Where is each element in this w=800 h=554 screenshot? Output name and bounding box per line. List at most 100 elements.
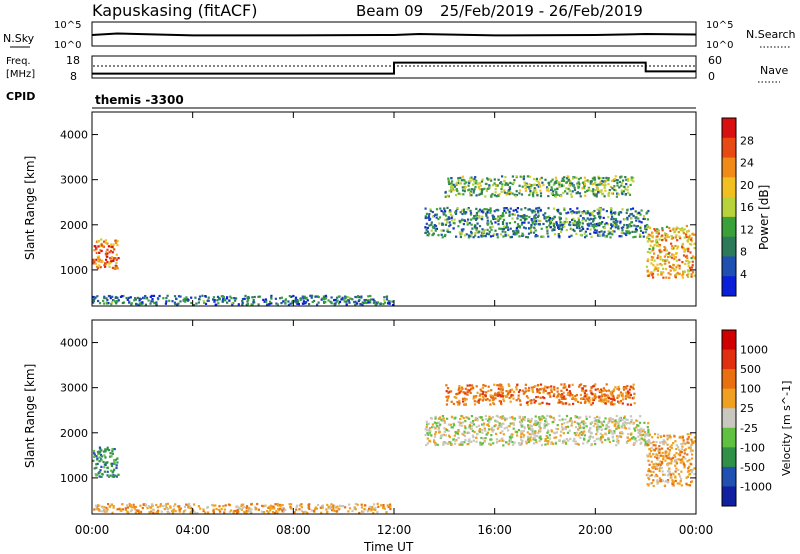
echo-cell <box>523 427 526 430</box>
echo-cell <box>424 217 427 220</box>
echo-cell <box>651 436 654 439</box>
echo-cell <box>512 422 516 425</box>
echo-cell <box>135 302 138 305</box>
echo-cell <box>275 510 278 513</box>
echo-cell <box>272 505 275 508</box>
echo-cell <box>462 208 466 211</box>
echo-cell <box>195 302 198 305</box>
echo-cell <box>574 434 577 437</box>
echo-cell <box>577 178 581 181</box>
echo-cell <box>635 225 638 228</box>
echo-cell <box>687 436 690 439</box>
echo-cell <box>94 262 98 265</box>
echo-cell <box>461 189 465 192</box>
echo-cell <box>635 440 638 443</box>
echo-cell <box>560 389 563 392</box>
echo-cell <box>620 430 623 434</box>
echo-cell <box>444 214 448 217</box>
echo-cell <box>689 445 692 448</box>
echo-cell <box>354 502 357 505</box>
echo-cell <box>478 428 481 431</box>
echo-cell <box>499 416 503 419</box>
echo-cell <box>290 295 293 298</box>
echo-cell <box>571 396 575 399</box>
echo-cell <box>620 231 623 234</box>
echo-cell <box>528 215 531 219</box>
echo-cell <box>294 298 297 301</box>
colorbar-segment <box>722 330 736 351</box>
echo-cell <box>446 194 449 197</box>
echo-cell <box>476 183 479 186</box>
echo-cell <box>296 504 299 507</box>
echo-cell <box>528 193 531 197</box>
echo-cell <box>510 388 514 391</box>
echo-cell <box>581 226 584 229</box>
echo-cell <box>534 415 537 418</box>
echo-cell <box>333 505 336 508</box>
echo-cell <box>230 297 233 300</box>
echo-cell <box>623 425 626 428</box>
echo-cell <box>548 393 551 396</box>
echo-cell <box>556 193 559 196</box>
echo-cell <box>573 188 577 192</box>
echo-cell <box>141 506 144 510</box>
echo-cell <box>293 511 296 514</box>
echo-cell <box>501 185 504 189</box>
echo-region <box>645 432 696 488</box>
echo-cell <box>588 224 591 227</box>
echo-cell <box>445 403 448 406</box>
echo-cell <box>452 438 455 441</box>
echo-cell <box>302 297 305 300</box>
echo-cell <box>257 295 260 298</box>
echo-cell <box>545 186 549 189</box>
echo-cell <box>457 429 460 432</box>
echo-cell <box>538 391 541 394</box>
echo-cell <box>593 419 596 422</box>
echo-cell <box>662 238 665 241</box>
echo-cell <box>558 227 561 230</box>
echo-cell <box>602 208 605 211</box>
echo-cell <box>271 507 274 510</box>
echo-cell <box>493 383 496 386</box>
echo-cell <box>387 505 390 509</box>
echo-cell <box>458 430 461 433</box>
echo-cell <box>607 191 610 195</box>
echo-cell <box>667 454 670 457</box>
echo-cell <box>686 475 689 478</box>
echo-cell <box>103 240 106 243</box>
echo-cell <box>446 387 450 390</box>
echo-cell <box>505 182 508 185</box>
echo-cell <box>528 433 531 436</box>
y-tick-label: 3000 <box>60 174 88 187</box>
echo-cell <box>568 429 571 432</box>
echo-cell <box>608 440 611 444</box>
echo-cell <box>646 259 649 263</box>
echo-cell <box>553 182 556 185</box>
echo-cell <box>521 185 524 188</box>
echo-cell <box>100 249 103 253</box>
echo-cell <box>250 508 253 511</box>
echo-cell <box>465 181 468 184</box>
echo-cell <box>336 296 339 299</box>
echo-cell <box>489 394 492 397</box>
echo-cell <box>571 383 574 386</box>
noise-tick-right-top: 10^5 <box>706 20 733 31</box>
echo-cell <box>604 223 607 226</box>
echo-cell <box>581 432 585 435</box>
echo-cell <box>600 388 603 391</box>
echo-cell <box>479 188 482 191</box>
echo-cell <box>525 235 528 239</box>
echo-cell <box>430 417 433 420</box>
echo-cell <box>270 296 273 299</box>
echo-cell <box>597 425 600 428</box>
echo-cell <box>531 193 535 196</box>
echo-cell <box>635 219 638 222</box>
echo-cell <box>490 396 493 399</box>
echo-cell <box>179 507 182 510</box>
echo-cell <box>669 265 672 269</box>
echo-cell <box>651 272 655 275</box>
echo-cell <box>679 461 682 464</box>
echo-cell <box>183 297 186 300</box>
echo-cell <box>585 396 588 399</box>
echo-cell <box>600 436 603 439</box>
